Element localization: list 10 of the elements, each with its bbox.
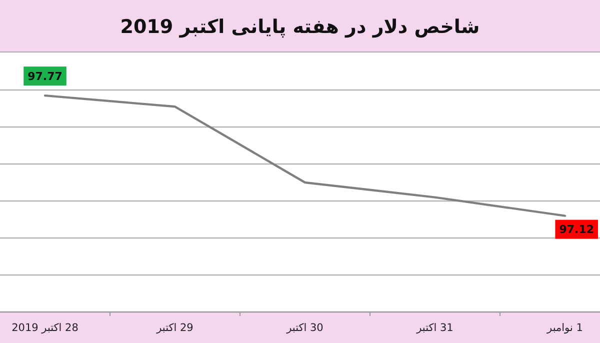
x-tick-label: 29 اکتبر bbox=[156, 322, 194, 334]
title: شاخص دلار در هفته پایانی اکتبر 2019 bbox=[120, 16, 480, 38]
x-tick-label: 1 نوامبر bbox=[547, 322, 583, 334]
value-label: 97.12 bbox=[555, 220, 598, 239]
value-label: 97.77 bbox=[24, 66, 66, 86]
data-label: 97.77 bbox=[28, 70, 62, 83]
x-tick-label: 28 اکتبر 2019 bbox=[12, 322, 78, 334]
x-tick-label: 30 اکتبر bbox=[286, 322, 324, 334]
data-label: 97.12 bbox=[559, 223, 594, 236]
x-tick-label: 31 اکتبر bbox=[416, 322, 454, 334]
